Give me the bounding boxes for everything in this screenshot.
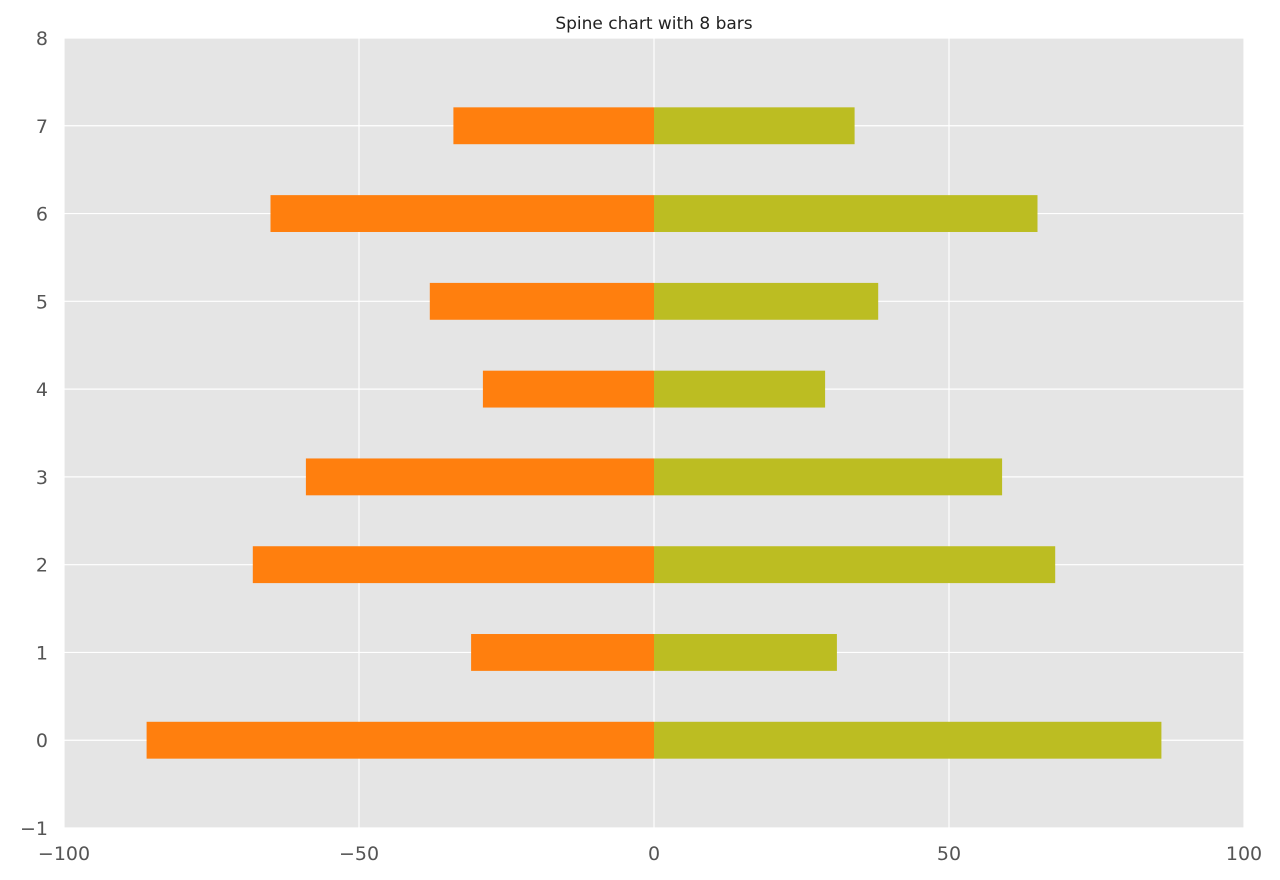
y-axis-ticks: −1 0 1 2 3 4 5 6 7 8 bbox=[20, 28, 48, 840]
y-tick-label: 4 bbox=[36, 379, 48, 401]
bar-right-6 bbox=[654, 195, 1038, 232]
x-tick-label: 100 bbox=[1226, 843, 1262, 865]
bar-left-7 bbox=[453, 107, 654, 145]
bar-left-1 bbox=[471, 634, 654, 671]
bar-right-4 bbox=[654, 370, 826, 408]
chart-title: Spine chart with 8 bars bbox=[555, 14, 752, 34]
bar-left-0 bbox=[146, 721, 654, 759]
bars-group bbox=[146, 107, 1162, 759]
y-tick-label: 5 bbox=[36, 291, 48, 313]
x-axis-ticks: −100 −50 0 50 100 bbox=[38, 843, 1262, 865]
x-tick-label: 0 bbox=[648, 843, 660, 865]
y-tick-label: −1 bbox=[20, 818, 48, 840]
bar-right-1 bbox=[654, 634, 837, 671]
bar-right-2 bbox=[654, 546, 1056, 584]
bar-right-0 bbox=[654, 721, 1162, 759]
y-tick-label: 1 bbox=[36, 642, 48, 664]
bar-left-3 bbox=[305, 458, 654, 496]
bar-left-5 bbox=[429, 282, 654, 320]
bar-right-7 bbox=[654, 107, 855, 145]
bar-left-4 bbox=[482, 370, 654, 408]
x-tick-label: 50 bbox=[937, 843, 961, 865]
y-tick-label: 3 bbox=[36, 467, 48, 489]
y-tick-label: 0 bbox=[36, 730, 48, 752]
bar-right-5 bbox=[654, 282, 879, 320]
y-tick-label: 7 bbox=[36, 116, 48, 138]
bar-right-3 bbox=[654, 458, 1003, 496]
x-tick-label: −100 bbox=[38, 843, 90, 865]
y-tick-label: 6 bbox=[36, 204, 48, 226]
bar-left-2 bbox=[252, 546, 655, 584]
y-tick-label: 8 bbox=[36, 28, 48, 50]
x-tick-label: −50 bbox=[339, 843, 379, 865]
bar-left-6 bbox=[270, 195, 654, 232]
y-tick-label: 2 bbox=[36, 555, 48, 577]
